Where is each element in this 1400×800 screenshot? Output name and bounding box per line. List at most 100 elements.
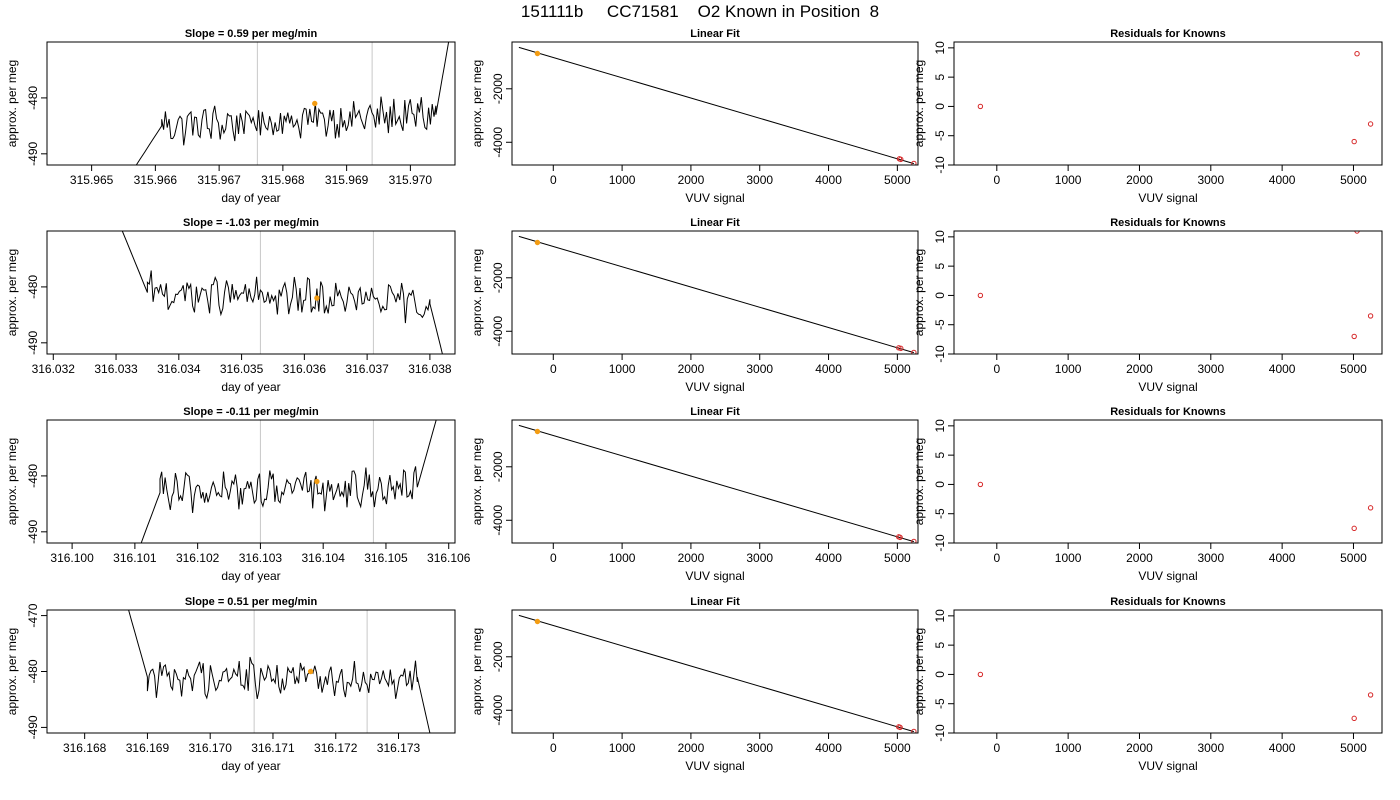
plot-area (140, 420, 437, 543)
x-axis-label: VUV signal (1138, 191, 1197, 205)
x-tick-label: 3000 (746, 551, 773, 565)
y-axis-label: approx. per meg (5, 438, 19, 525)
x-tick-label: 2000 (678, 173, 705, 187)
x-tick-label: 316.169 (126, 741, 170, 755)
fit-line (518, 46, 915, 165)
y-tick-label: -10 (933, 156, 947, 174)
y-tick-label: -5 (933, 698, 947, 709)
x-tick-label: 3000 (746, 362, 773, 376)
plot-area (977, 481, 1374, 532)
y-tick-label: -490 (26, 715, 40, 739)
residual-point (1354, 51, 1360, 57)
x-tick-label: 316.172 (314, 741, 358, 755)
x-tick-label: 315.969 (325, 173, 369, 187)
y-tick-label: -10 (933, 534, 947, 552)
fit-line (518, 424, 915, 543)
y-tick-label: 10 (933, 609, 947, 623)
mean-marker (314, 295, 320, 301)
x-tick-label: 315.967 (197, 173, 241, 187)
plot-frame (953, 419, 1383, 544)
signal-trace (135, 42, 450, 165)
data-point (911, 538, 917, 543)
x-axis-label: VUV signal (1138, 569, 1197, 583)
x-tick-label: 2000 (678, 362, 705, 376)
x-tick-label: 316.101 (113, 551, 157, 565)
data-point (911, 728, 917, 733)
plot-area (121, 231, 443, 354)
plot-frame (46, 419, 456, 544)
mean-marker (314, 478, 320, 485)
y-tick-label: 0 (933, 292, 947, 299)
plot-frame (511, 41, 919, 166)
x-tick-label: 5000 (884, 741, 911, 755)
x-tick-label: 3000 (1197, 173, 1224, 187)
residual-point (1367, 505, 1374, 511)
x-tick-label: 5000 (884, 173, 911, 187)
x-tick-label: 3000 (746, 173, 773, 187)
known-point (534, 428, 541, 435)
residual-point (1351, 138, 1357, 145)
x-tick-label: 5000 (884, 362, 911, 376)
known-point (534, 50, 541, 57)
x-tick-label: 316.104 (301, 551, 345, 565)
y-axis-label: approx. per meg (912, 60, 926, 147)
panel-title: Slope = -1.03 per meg/min (183, 217, 319, 229)
plot-frame (46, 609, 456, 734)
plot-area (135, 42, 450, 165)
plot-area (518, 614, 917, 733)
y-tick-label: -490 (26, 141, 40, 165)
x-tick-label: 315.968 (261, 173, 305, 187)
panel-title: Slope = 0.59 per meg/min (185, 28, 318, 40)
plot-frame (511, 609, 919, 734)
figure-title: 151111b CC71581 O2 Known in Position 8 (520, 2, 880, 21)
x-tick-label: 4000 (1269, 551, 1296, 565)
y-tick-label: 5 (933, 262, 947, 269)
panel-residuals-1: Residuals for Knowns VUV signal approx. pe… (912, 217, 1383, 394)
x-axis-label: VUV signal (685, 759, 744, 773)
residual-point (1351, 525, 1357, 532)
mean-marker (312, 100, 318, 107)
signal-trace (121, 231, 443, 354)
y-tick-label: -480 (26, 659, 40, 683)
x-axis-label: day of year (221, 569, 280, 583)
x-tick-label: 316.173 (377, 741, 421, 755)
x-tick-label: 315.970 (389, 173, 433, 187)
x-tick-label: 0 (550, 362, 557, 376)
panel-fit-0: Linear Fit VUV signal approx. per meg 0 1000… (470, 28, 919, 205)
fit-line (518, 614, 915, 733)
x-tick-label: 4000 (1269, 362, 1296, 376)
panel-fit-3: Linear Fit VUV signal approx. per meg 0 1000… (470, 596, 919, 773)
plot-frame (953, 609, 1383, 734)
y-axis-label: approx. per meg (470, 249, 484, 336)
x-tick-label: 5000 (1340, 173, 1367, 187)
x-tick-label: 1000 (609, 362, 636, 376)
y-tick-label: 5 (933, 451, 947, 458)
x-tick-label: 3000 (1197, 741, 1224, 755)
data-point (898, 345, 904, 352)
plot-area (977, 51, 1374, 145)
signal-trace (140, 420, 437, 543)
panel-title: Residuals for Knowns (1110, 596, 1226, 608)
fit-line (518, 235, 915, 354)
x-tick-label: 316.038 (408, 362, 452, 376)
y-axis-label: approx. per meg (912, 249, 926, 336)
panel-title: Linear Fit (690, 28, 740, 40)
x-tick-label: 2000 (678, 741, 705, 755)
y-tick-label: 10 (933, 419, 947, 433)
y-tick-label: 0 (933, 103, 947, 110)
panel-title: Residuals for Knowns (1110, 217, 1226, 229)
panel-time-0: Slope = 0.59 per meg/min day of year appro… (5, 28, 456, 205)
y-tick-label: 10 (933, 230, 947, 244)
y-axis-label: approx. per meg (470, 60, 484, 147)
y-tick-label: -2000 (491, 73, 505, 104)
panel-title: Linear Fit (690, 217, 740, 229)
y-tick-label: -2000 (491, 451, 505, 482)
x-tick-label: 4000 (1269, 173, 1296, 187)
x-tick-label: 315.966 (134, 173, 178, 187)
y-tick-label: -4000 (491, 127, 505, 158)
x-axis-label: VUV signal (685, 191, 744, 205)
y-tick-label: -5 (933, 319, 947, 330)
y-tick-label: 10 (933, 41, 947, 55)
y-tick-label: -480 (26, 86, 40, 110)
